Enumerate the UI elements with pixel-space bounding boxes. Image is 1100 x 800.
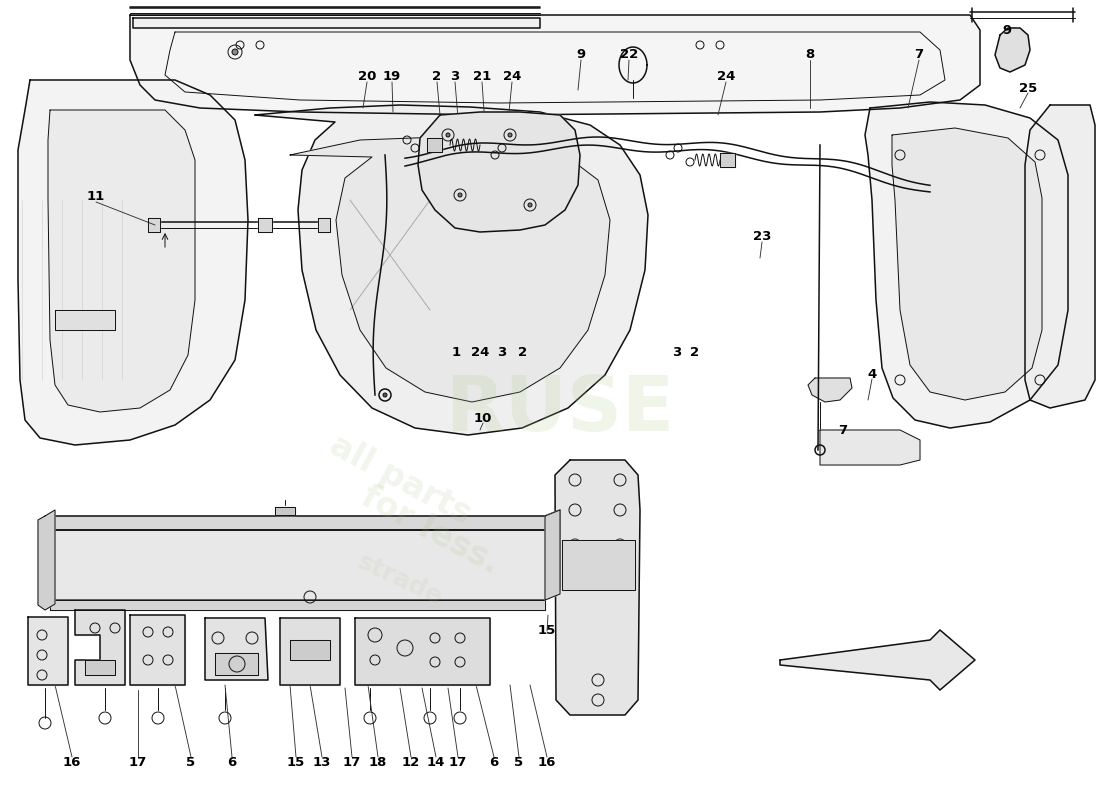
Text: for less.: for less. [355, 480, 505, 580]
Text: 6: 6 [490, 755, 498, 769]
Circle shape [446, 133, 450, 137]
Text: 5: 5 [515, 755, 524, 769]
Polygon shape [50, 510, 560, 530]
Text: 6: 6 [228, 755, 236, 769]
Text: 3: 3 [450, 70, 460, 83]
Circle shape [528, 203, 532, 207]
Polygon shape [996, 28, 1030, 72]
Text: RUSE: RUSE [446, 373, 674, 447]
Text: 16: 16 [538, 755, 557, 769]
Polygon shape [85, 660, 116, 675]
Text: 12: 12 [402, 755, 420, 769]
Text: 16: 16 [63, 755, 81, 769]
Text: 20: 20 [358, 70, 376, 83]
Text: all parts: all parts [323, 429, 476, 531]
Polygon shape [18, 80, 248, 445]
Polygon shape [820, 430, 920, 465]
Polygon shape [562, 540, 635, 590]
Text: 2: 2 [518, 346, 528, 358]
Polygon shape [148, 218, 159, 232]
Text: strade: strade [354, 550, 447, 610]
Polygon shape [865, 102, 1068, 428]
Polygon shape [544, 510, 560, 600]
Polygon shape [892, 128, 1042, 400]
Text: 17: 17 [129, 755, 147, 769]
Text: 15: 15 [287, 755, 305, 769]
Text: 17: 17 [449, 755, 468, 769]
Text: 15: 15 [538, 625, 557, 638]
Text: 18: 18 [368, 755, 387, 769]
Text: 7: 7 [838, 423, 848, 437]
Circle shape [232, 49, 238, 55]
Polygon shape [258, 218, 272, 232]
Polygon shape [780, 630, 975, 690]
Polygon shape [133, 18, 540, 28]
Text: 2: 2 [432, 70, 441, 83]
Text: 23: 23 [752, 230, 771, 243]
Polygon shape [280, 618, 340, 685]
Text: 24: 24 [503, 70, 521, 83]
Polygon shape [214, 653, 258, 675]
Polygon shape [275, 507, 295, 515]
Polygon shape [556, 460, 640, 715]
Text: 3: 3 [497, 346, 507, 358]
Text: 4: 4 [868, 367, 877, 381]
Text: 14: 14 [427, 755, 446, 769]
Circle shape [383, 393, 387, 397]
Polygon shape [50, 520, 560, 600]
Text: 1: 1 [451, 346, 461, 358]
Polygon shape [48, 110, 195, 412]
Text: 21: 21 [473, 70, 491, 83]
Polygon shape [50, 600, 544, 610]
Polygon shape [290, 640, 330, 660]
Text: 8: 8 [805, 49, 815, 62]
Polygon shape [318, 218, 330, 232]
Polygon shape [130, 615, 185, 685]
Polygon shape [205, 618, 268, 680]
Text: 3: 3 [672, 346, 682, 358]
Polygon shape [28, 617, 68, 685]
Polygon shape [39, 510, 55, 610]
Text: 7: 7 [914, 49, 924, 62]
Text: 9: 9 [576, 49, 585, 62]
Text: 24: 24 [717, 70, 735, 83]
Polygon shape [1025, 105, 1094, 408]
Text: 25: 25 [1019, 82, 1037, 94]
Polygon shape [255, 105, 648, 435]
Text: 19: 19 [383, 70, 402, 83]
Text: 11: 11 [87, 190, 106, 203]
Polygon shape [418, 112, 580, 232]
Polygon shape [130, 15, 980, 115]
Text: 22: 22 [620, 49, 638, 62]
Circle shape [508, 133, 512, 137]
Polygon shape [355, 618, 490, 685]
Text: 5: 5 [186, 755, 196, 769]
Circle shape [458, 193, 462, 197]
Polygon shape [55, 310, 116, 330]
Polygon shape [75, 610, 125, 685]
Text: 24: 24 [471, 346, 490, 358]
Polygon shape [720, 153, 735, 167]
Text: 10: 10 [474, 411, 492, 425]
Polygon shape [427, 138, 442, 152]
Polygon shape [808, 378, 852, 402]
Text: 2: 2 [691, 346, 700, 358]
Text: 17: 17 [343, 755, 361, 769]
Text: 9: 9 [1002, 23, 1012, 37]
Text: 13: 13 [312, 755, 331, 769]
Polygon shape [290, 137, 610, 402]
